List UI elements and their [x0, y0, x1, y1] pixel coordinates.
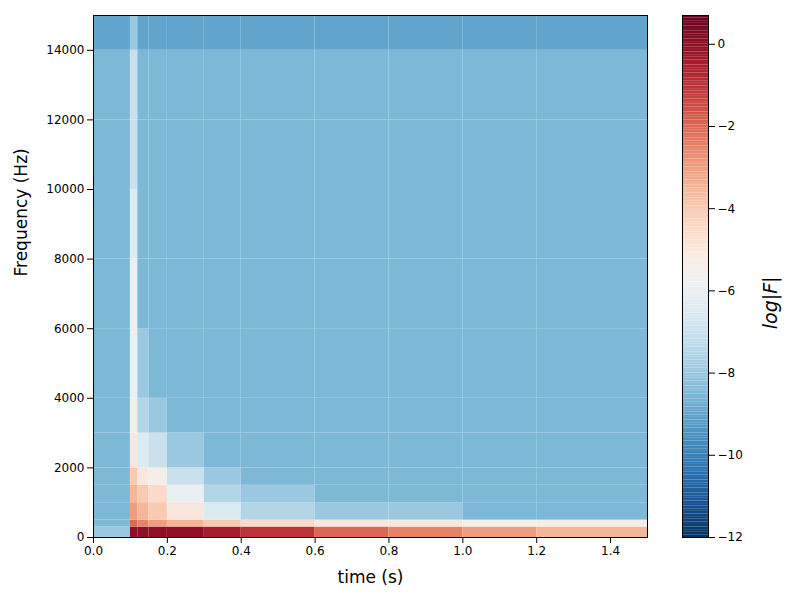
svg-text:6000: 6000 [54, 322, 85, 336]
svg-text:1.2: 1.2 [527, 544, 546, 558]
svg-text:−4: −4 [718, 202, 736, 216]
svg-text:−12: −12 [718, 530, 743, 544]
svg-text:Frequency (Hz): Frequency (Hz) [11, 148, 31, 276]
svg-text:−8: −8 [718, 366, 736, 380]
svg-text:0.4: 0.4 [232, 544, 251, 558]
svg-text:0.2: 0.2 [158, 544, 177, 558]
svg-text:0.8: 0.8 [379, 544, 398, 558]
svg-text:14000: 14000 [46, 43, 84, 57]
svg-text:1.0: 1.0 [453, 544, 472, 558]
svg-text:time (s): time (s) [338, 567, 404, 587]
svg-text:0: 0 [77, 530, 85, 544]
svg-text:4000: 4000 [54, 391, 85, 405]
svg-text:0.0: 0.0 [84, 544, 103, 558]
svg-text:−6: −6 [718, 284, 736, 298]
svg-text:log|F|: log|F| [759, 277, 782, 330]
svg-text:0.6: 0.6 [306, 544, 325, 558]
svg-text:0: 0 [718, 37, 726, 51]
svg-text:10000: 10000 [46, 182, 84, 196]
svg-text:12000: 12000 [46, 113, 84, 127]
svg-text:−10: −10 [718, 448, 743, 462]
svg-text:8000: 8000 [54, 252, 85, 266]
svg-text:1.4: 1.4 [601, 544, 620, 558]
svg-text:2000: 2000 [54, 461, 85, 475]
svg-text:−2: −2 [718, 119, 736, 133]
